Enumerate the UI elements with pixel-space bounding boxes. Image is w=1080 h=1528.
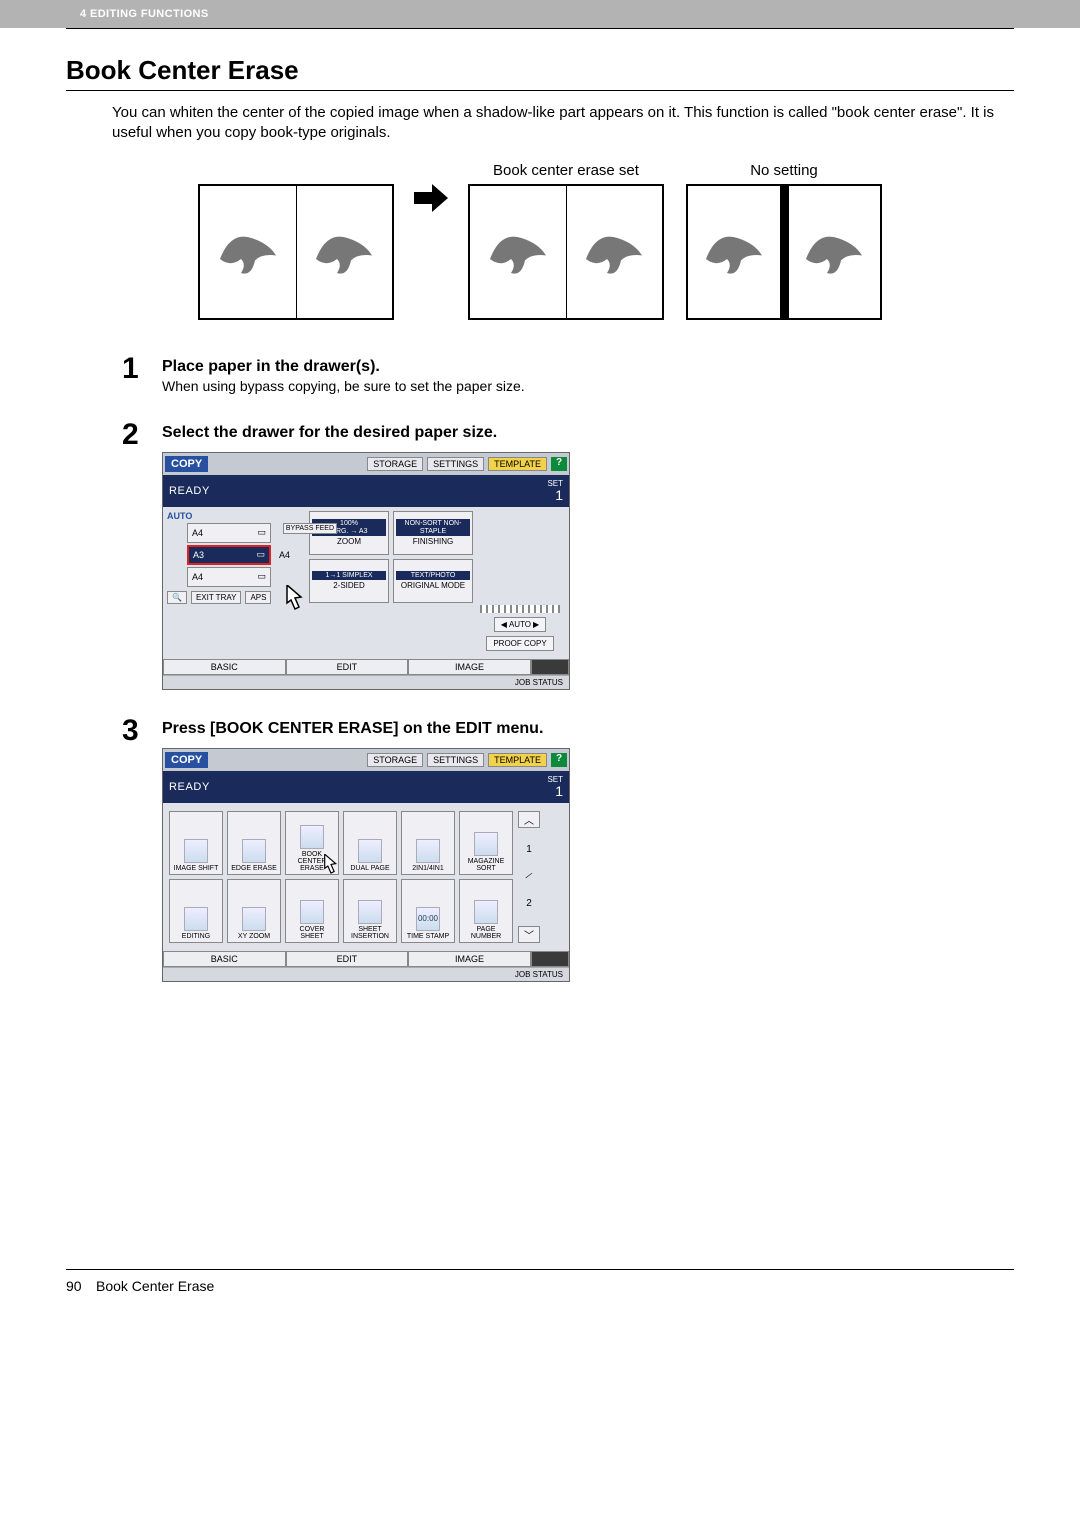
set-counter: SET 1 <box>547 776 563 798</box>
aps-button[interactable]: APS <box>245 591 271 604</box>
diagram-no-setting <box>686 184 882 320</box>
finishing-panel[interactable]: NON-SORT NON-STAPLE FINISHING <box>393 511 473 555</box>
drawer-1[interactable]: A4▭ <box>187 523 271 543</box>
density-gauge <box>480 605 560 613</box>
exit-tray-button[interactable]: EXIT TRAY <box>191 591 241 604</box>
proof-copy-button[interactable]: PROOF COPY <box>486 636 553 651</box>
diagram-label-set: Book center erase set <box>493 162 639 184</box>
footer-title: Book Center Erase <box>96 1278 214 1294</box>
dolphin-icon <box>483 217 553 287</box>
tab-settings[interactable]: SETTINGS <box>427 753 484 767</box>
diagram-row: Book center erase set <box>66 162 1014 320</box>
tab-storage[interactable]: STORAGE <box>367 753 423 767</box>
step-title: Press [BOOK CENTER ERASE] on the EDIT me… <box>162 720 570 738</box>
diagram-label-none: No setting <box>750 162 818 184</box>
tab-settings[interactable]: SETTINGS <box>427 457 484 471</box>
edit-editing[interactable]: EDITING <box>169 879 223 943</box>
chapter-header: 4 EDITING FUNCTIONS <box>0 0 1080 28</box>
dolphin-icon <box>579 217 649 287</box>
arrow-icon <box>414 162 448 212</box>
set-counter: SET 1 <box>547 480 563 502</box>
step-3: 3 Press [BOOK CENTER ERASE] on the EDIT … <box>122 716 1014 982</box>
tray-icon: ▭ <box>256 549 265 560</box>
edit-sheet-insertion[interactable]: SHEET INSERTION <box>343 879 397 943</box>
dolphin-icon <box>699 217 769 287</box>
bypass-feed[interactable]: BYPASS FEED <box>283 523 337 534</box>
section-title: Book Center Erase <box>66 55 1014 86</box>
edit-2in1-4in1[interactable]: 2IN1/4IN1 <box>401 811 455 875</box>
bottom-tab-image[interactable]: IMAGE <box>408 659 531 675</box>
chevron-up-icon[interactable]: ︿ <box>518 811 540 828</box>
edit-xy-zoom[interactable]: XY ZOOM <box>227 879 281 943</box>
diagram-book-original <box>198 184 394 320</box>
mode-chip: COPY <box>165 752 208 768</box>
edit-magazine-sort[interactable]: MAGAZINE SORT <box>459 811 513 875</box>
chapter-title: 4 EDITING FUNCTIONS <box>80 8 209 20</box>
copier-screen-edit: COPY STORAGE SETTINGS TEMPLATE ? READY <box>162 748 570 982</box>
help-button[interactable]: ? <box>551 457 567 471</box>
diagram-erase-set <box>468 184 664 320</box>
rule-under-title <box>66 90 1014 91</box>
bottom-tab-edit[interactable]: EDIT <box>286 951 409 967</box>
step-title: Select the drawer for the desired paper … <box>162 424 570 442</box>
edit-cover-sheet[interactable]: COVER SHEET <box>285 879 339 943</box>
status-ready: READY <box>169 485 210 497</box>
step-2: 2 Select the drawer for the desired pape… <box>122 420 1014 690</box>
tab-template[interactable]: TEMPLATE <box>488 753 547 767</box>
dolphin-icon <box>799 217 869 287</box>
mode-chip: COPY <box>165 456 208 472</box>
bottom-tab-image[interactable]: IMAGE <box>408 951 531 967</box>
step-number: 3 <box>122 716 146 982</box>
tray-icon: ▭ <box>257 571 266 582</box>
step-1: 1 Place paper in the drawer(s). When usi… <box>122 354 1014 394</box>
edit-book-center-erase[interactable]: BOOK CENTER ERASE <box>285 811 339 875</box>
zoom-icon[interactable]: 🔍 <box>167 591 187 604</box>
intro-text: You can whiten the center of the copied … <box>112 103 1014 144</box>
simplex-panel[interactable]: 1→1 SIMPLEX 2-SIDED <box>309 559 389 603</box>
status-ready: READY <box>169 781 210 793</box>
steps-list: 1 Place paper in the drawer(s). When usi… <box>122 354 1014 982</box>
chevron-down-icon[interactable]: ﹀ <box>518 926 540 943</box>
edit-page-number[interactable]: PAGE NUMBER <box>459 879 513 943</box>
cursor-icon <box>281 585 309 615</box>
tab-storage[interactable]: STORAGE <box>367 457 423 471</box>
tray-icon: ▭ <box>257 527 266 538</box>
page-footer: 90 Book Center Erase <box>66 1269 1014 1302</box>
dolphin-icon <box>309 217 379 287</box>
step-number: 1 <box>122 354 146 394</box>
bottom-tab-basic[interactable]: BASIC <box>163 659 286 675</box>
help-button[interactable]: ? <box>551 753 567 767</box>
original-mode-panel[interactable]: TEXT/PHOTO ORIGINAL MODE <box>393 559 473 603</box>
cursor-icon <box>320 854 342 878</box>
step-desc: When using bypass copying, be sure to se… <box>162 378 525 394</box>
drawer-2-selected[interactable]: A3▭A4 <box>187 545 271 565</box>
dolphin-icon <box>213 217 283 287</box>
edit-edge-erase[interactable]: EDGE ERASE <box>227 811 281 875</box>
step-number: 2 <box>122 420 146 690</box>
job-status-bar[interactable]: JOB STATUS <box>163 675 569 689</box>
page-scroll-column: ︿ 1 ∕ 2 ﹀ <box>517 811 541 943</box>
copier-screen-basic: COPY STORAGE SETTINGS TEMPLATE ? READY <box>162 452 570 690</box>
edit-dual-page[interactable]: DUAL PAGE <box>343 811 397 875</box>
edit-image-shift[interactable]: IMAGE SHIFT <box>169 811 223 875</box>
edit-time-stamp[interactable]: 00:00TIME STAMP <box>401 879 455 943</box>
job-status-bar[interactable]: JOB STATUS <box>163 967 569 981</box>
tab-template[interactable]: TEMPLATE <box>488 457 547 471</box>
bottom-tab-basic[interactable]: BASIC <box>163 951 286 967</box>
page-number: 90 <box>66 1278 96 1294</box>
drawer-3[interactable]: A4▭ <box>187 567 271 587</box>
drawer-panel: AUTO A4▭ BYPASS FEED A3▭A4 A4▭ 🔍 EXIT TR… <box>167 511 305 655</box>
step-title: Place paper in the drawer(s). <box>162 358 525 376</box>
auto-density-button[interactable]: ◀ AUTO ▶ <box>494 617 546 632</box>
bottom-tab-edit[interactable]: EDIT <box>286 659 409 675</box>
auto-label: AUTO <box>167 511 305 521</box>
